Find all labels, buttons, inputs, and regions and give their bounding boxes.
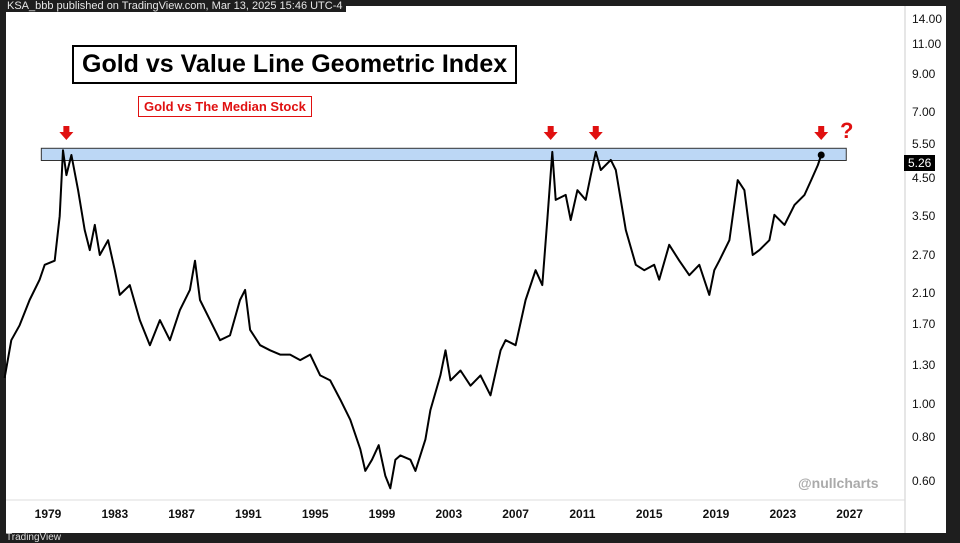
- peak-arrow-icon: [588, 126, 603, 140]
- publish-header: KSA_bbb published on TradingView.com, Ma…: [4, 0, 346, 12]
- x-tick-label: 2007: [502, 507, 529, 521]
- x-tick-label: 2015: [635, 507, 663, 521]
- question-mark-annotation: ?: [840, 118, 854, 143]
- chart-panel: [6, 6, 946, 533]
- y-tick-label: 2.70: [912, 248, 936, 262]
- y-tick-label: 4.50: [912, 171, 936, 186]
- peak-arrow-icon: [543, 126, 558, 140]
- last-point-marker: [817, 151, 825, 159]
- footer-logo: TradingView: [6, 532, 62, 543]
- chart-subtitle: Gold vs The Median Stock: [138, 96, 312, 117]
- y-tick-label: 11.00: [912, 37, 942, 52]
- x-tick-label: 2027: [836, 507, 863, 521]
- x-tick-label: 2003: [435, 507, 463, 521]
- x-tick-label: 2019: [702, 507, 730, 521]
- y-tick-label: 3.50: [912, 209, 936, 224]
- y-tick-label: 0.80: [912, 430, 936, 445]
- x-tick-label: 1987: [168, 507, 195, 521]
- y-tick-label: 9.00: [912, 67, 936, 82]
- y-tick-label: 1.00: [912, 397, 936, 411]
- x-tick-label: 1979: [34, 507, 62, 521]
- resistance-band: [40, 147, 847, 161]
- y-tick-label: 1.30: [912, 357, 936, 372]
- x-tick-label: 2011: [569, 507, 596, 521]
- y-tick-label: 14.00: [912, 12, 943, 26]
- peak-arrow-icon: [814, 126, 829, 140]
- y-tick-label: 7.00: [912, 105, 936, 120]
- x-tick-label: 1991: [235, 507, 262, 521]
- x-tick-label: 1995: [301, 507, 329, 521]
- y-tick-label: 5.50: [912, 137, 936, 152]
- watermark: @nullcharts: [798, 475, 879, 491]
- y-tick-label: 2.10: [912, 285, 936, 300]
- last-price-label: 5.26: [904, 155, 936, 171]
- y-tick-label: 0.60: [912, 473, 936, 488]
- y-tick-label: 1.70: [912, 317, 936, 332]
- peak-arrow-icon: [59, 126, 74, 140]
- chart-title: Gold vs Value Line Geometric Index: [72, 45, 518, 84]
- series-line: [3, 149, 823, 490]
- x-tick-label: 1983: [101, 507, 129, 521]
- x-tick-label: 1999: [368, 507, 396, 521]
- x-tick-label: 2023: [769, 507, 797, 521]
